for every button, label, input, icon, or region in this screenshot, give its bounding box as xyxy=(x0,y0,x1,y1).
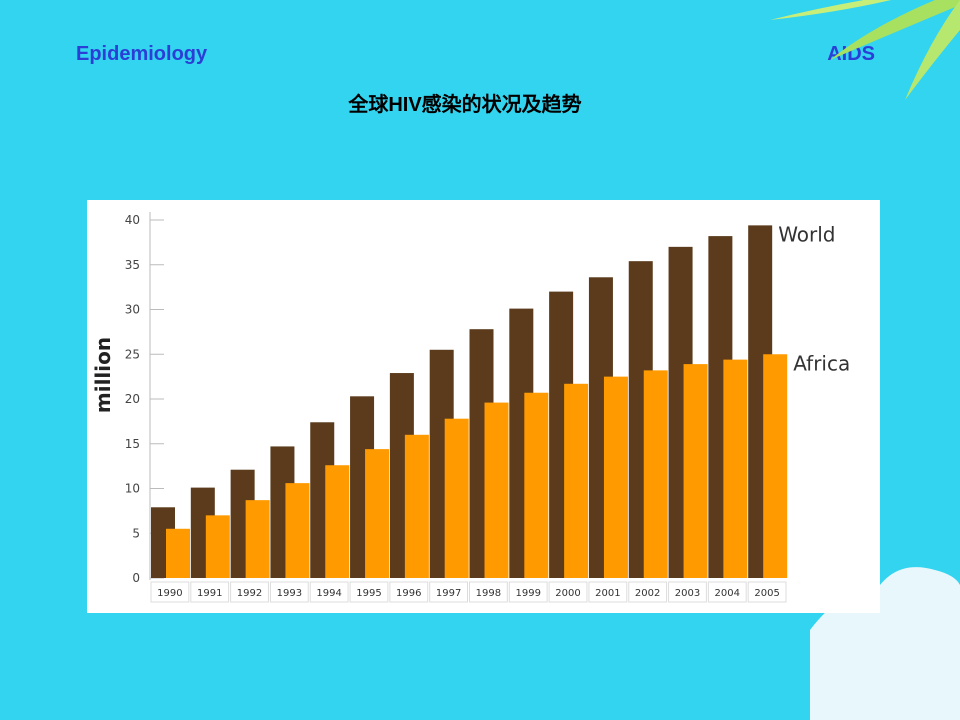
leaf xyxy=(770,0,891,20)
y-tick-label: 40 xyxy=(125,213,140,227)
x-tick-label: 1998 xyxy=(476,588,501,599)
x-tick-label: 2002 xyxy=(635,588,660,599)
x-tick-label: 2000 xyxy=(555,588,580,599)
x-tick-cell xyxy=(389,581,429,603)
x-tick-cell xyxy=(508,581,548,603)
y-tick-label: 0 xyxy=(132,571,140,585)
x-tick-cell xyxy=(628,581,668,603)
bar xyxy=(166,528,190,578)
x-tick-label: 1991 xyxy=(197,588,222,599)
y-tick-label: 35 xyxy=(125,258,140,272)
bar xyxy=(245,500,270,578)
bar xyxy=(683,364,708,578)
y-tick-label: 5 xyxy=(132,526,140,540)
x-tick-label: 1993 xyxy=(277,588,302,599)
bar xyxy=(205,515,230,578)
x-tick-label: 2005 xyxy=(754,588,779,599)
y-tick-label: 30 xyxy=(125,303,140,317)
series-label: World xyxy=(778,222,835,246)
y-tick-label: 20 xyxy=(125,392,140,406)
x-tick-label: 1990 xyxy=(157,588,182,599)
x-tick-label: 1996 xyxy=(396,588,421,599)
leaf xyxy=(830,0,960,60)
x-tick-cell xyxy=(269,581,309,603)
x-tick-label: 1999 xyxy=(515,588,540,599)
bar xyxy=(444,418,469,578)
x-tick-cell xyxy=(309,581,349,603)
x-tick-label: 1995 xyxy=(356,588,381,599)
y-tick-label: 25 xyxy=(125,347,140,361)
y-axis-label: million xyxy=(91,337,115,413)
bar xyxy=(285,483,310,578)
x-tick-cell xyxy=(707,581,747,603)
bar xyxy=(603,376,628,578)
x-tick-cell xyxy=(588,581,628,603)
series-label: Africa xyxy=(793,351,850,375)
bar xyxy=(404,434,429,578)
x-tick-cell xyxy=(230,581,269,603)
y-tick-label: 15 xyxy=(125,437,140,451)
bar xyxy=(564,383,589,578)
x-tick-label: 1992 xyxy=(237,588,262,599)
x-tick-cell xyxy=(668,581,707,603)
x-tick-cell xyxy=(150,581,190,603)
x-tick-label: 2001 xyxy=(595,588,620,599)
bar xyxy=(524,392,549,578)
x-tick-cell xyxy=(190,581,230,603)
x-tick-cell xyxy=(349,581,389,603)
bar xyxy=(763,354,788,578)
bar xyxy=(365,449,390,578)
y-tick-label: 10 xyxy=(125,482,140,496)
x-tick-cell xyxy=(469,581,508,603)
bar xyxy=(325,465,350,578)
bar xyxy=(723,359,748,578)
leaf xyxy=(905,0,960,100)
x-tick-cell xyxy=(548,581,588,603)
bar xyxy=(643,370,668,578)
x-tick-cell xyxy=(429,581,468,603)
header-right: AIDS xyxy=(827,43,875,65)
bar xyxy=(484,402,509,578)
header-left: Epidemiology xyxy=(76,43,208,65)
x-tick-label: 2004 xyxy=(715,588,740,599)
x-tick-cell xyxy=(747,581,787,603)
slide-title: 全球HIV感染的状况及趋势 xyxy=(348,94,582,116)
x-tick-label: 1997 xyxy=(436,588,461,599)
x-tick-label: 1994 xyxy=(316,588,341,599)
x-tick-label: 2003 xyxy=(675,588,700,599)
